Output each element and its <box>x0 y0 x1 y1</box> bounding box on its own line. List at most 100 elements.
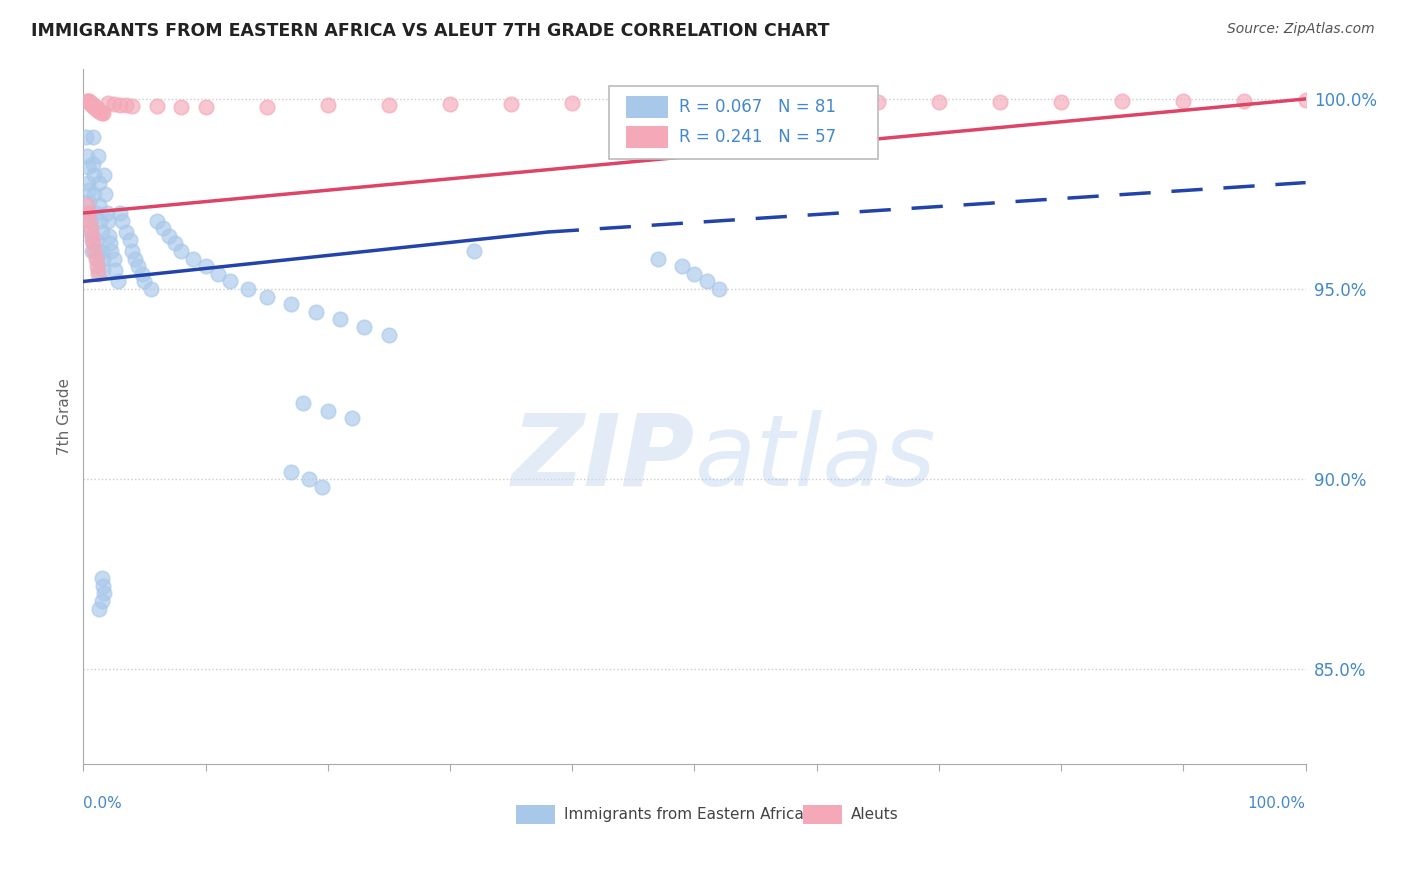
Point <box>115 98 138 112</box>
Text: Aleuts: Aleuts <box>851 807 898 822</box>
Point <box>170 99 193 113</box>
Point <box>108 206 131 220</box>
Text: 100.0%: 100.0% <box>1247 796 1306 811</box>
Point <box>1233 94 1256 108</box>
Point <box>90 571 112 585</box>
Point <box>84 100 107 114</box>
Point <box>82 130 104 145</box>
Text: R = 0.067   N = 81: R = 0.067 N = 81 <box>679 98 835 116</box>
Point <box>806 95 828 110</box>
FancyBboxPatch shape <box>803 805 842 824</box>
Point <box>87 149 110 163</box>
Point <box>83 99 105 113</box>
Point <box>127 259 149 273</box>
Point <box>83 186 105 201</box>
Point <box>1111 94 1133 108</box>
Point <box>194 100 217 114</box>
Point <box>97 95 120 110</box>
Point <box>82 97 104 112</box>
Point <box>115 225 138 239</box>
Point <box>79 225 101 239</box>
Point <box>87 103 110 118</box>
Point <box>80 228 103 243</box>
Point <box>1173 94 1195 108</box>
Text: R = 0.241   N = 57: R = 0.241 N = 57 <box>679 128 835 145</box>
Point <box>256 290 278 304</box>
Point <box>82 156 104 170</box>
Point <box>86 244 108 258</box>
Point <box>87 267 110 281</box>
Point <box>304 305 326 319</box>
Point <box>561 95 583 110</box>
Point <box>378 327 401 342</box>
Point <box>121 244 143 258</box>
Point <box>280 465 302 479</box>
Point <box>104 263 127 277</box>
Point <box>378 97 401 112</box>
Point <box>97 213 120 227</box>
Point <box>96 206 118 220</box>
Point <box>80 244 103 258</box>
FancyBboxPatch shape <box>609 86 877 159</box>
Point <box>103 252 125 266</box>
Text: ZIP: ZIP <box>512 409 695 507</box>
Point <box>89 601 111 615</box>
Point <box>93 586 115 600</box>
Point <box>311 480 333 494</box>
Point <box>131 267 153 281</box>
Point <box>100 244 122 258</box>
Point <box>107 275 129 289</box>
Point <box>76 198 98 212</box>
Point <box>90 244 112 258</box>
Point <box>501 96 523 111</box>
Point <box>91 579 114 593</box>
Point <box>928 95 950 109</box>
Point <box>79 213 101 227</box>
Point <box>89 176 111 190</box>
Point <box>463 244 485 258</box>
Point <box>707 282 730 296</box>
Point <box>256 99 278 113</box>
Point <box>82 236 104 251</box>
Point <box>80 233 103 247</box>
Point <box>75 130 97 145</box>
Point <box>79 94 101 108</box>
FancyBboxPatch shape <box>626 126 668 148</box>
Point <box>439 96 461 111</box>
Point <box>76 94 98 108</box>
Point <box>280 297 302 311</box>
Point <box>91 106 114 120</box>
Point <box>80 96 103 111</box>
Point <box>292 396 315 410</box>
Point <box>89 104 111 119</box>
Point <box>647 252 669 266</box>
Text: 0.0%: 0.0% <box>83 796 122 811</box>
FancyBboxPatch shape <box>516 805 555 824</box>
Point <box>98 236 121 251</box>
Point <box>298 472 321 486</box>
Point <box>79 95 101 110</box>
Point <box>77 206 100 220</box>
Point <box>121 99 143 113</box>
Point <box>316 97 339 112</box>
Point <box>83 244 105 258</box>
Point <box>87 263 110 277</box>
Point <box>76 149 98 163</box>
Point <box>1050 95 1073 109</box>
Point <box>82 99 104 113</box>
Point <box>124 252 146 266</box>
Point <box>93 168 115 182</box>
Point <box>866 95 889 109</box>
Point <box>683 267 706 281</box>
Point <box>86 252 108 266</box>
Point <box>91 263 114 277</box>
Point <box>145 213 167 227</box>
Point <box>84 206 107 220</box>
Point <box>89 213 111 227</box>
Point <box>79 95 101 109</box>
Text: atlas: atlas <box>695 409 936 507</box>
Point <box>163 236 186 251</box>
Point <box>84 252 107 266</box>
Point <box>118 233 141 247</box>
Point <box>696 275 718 289</box>
